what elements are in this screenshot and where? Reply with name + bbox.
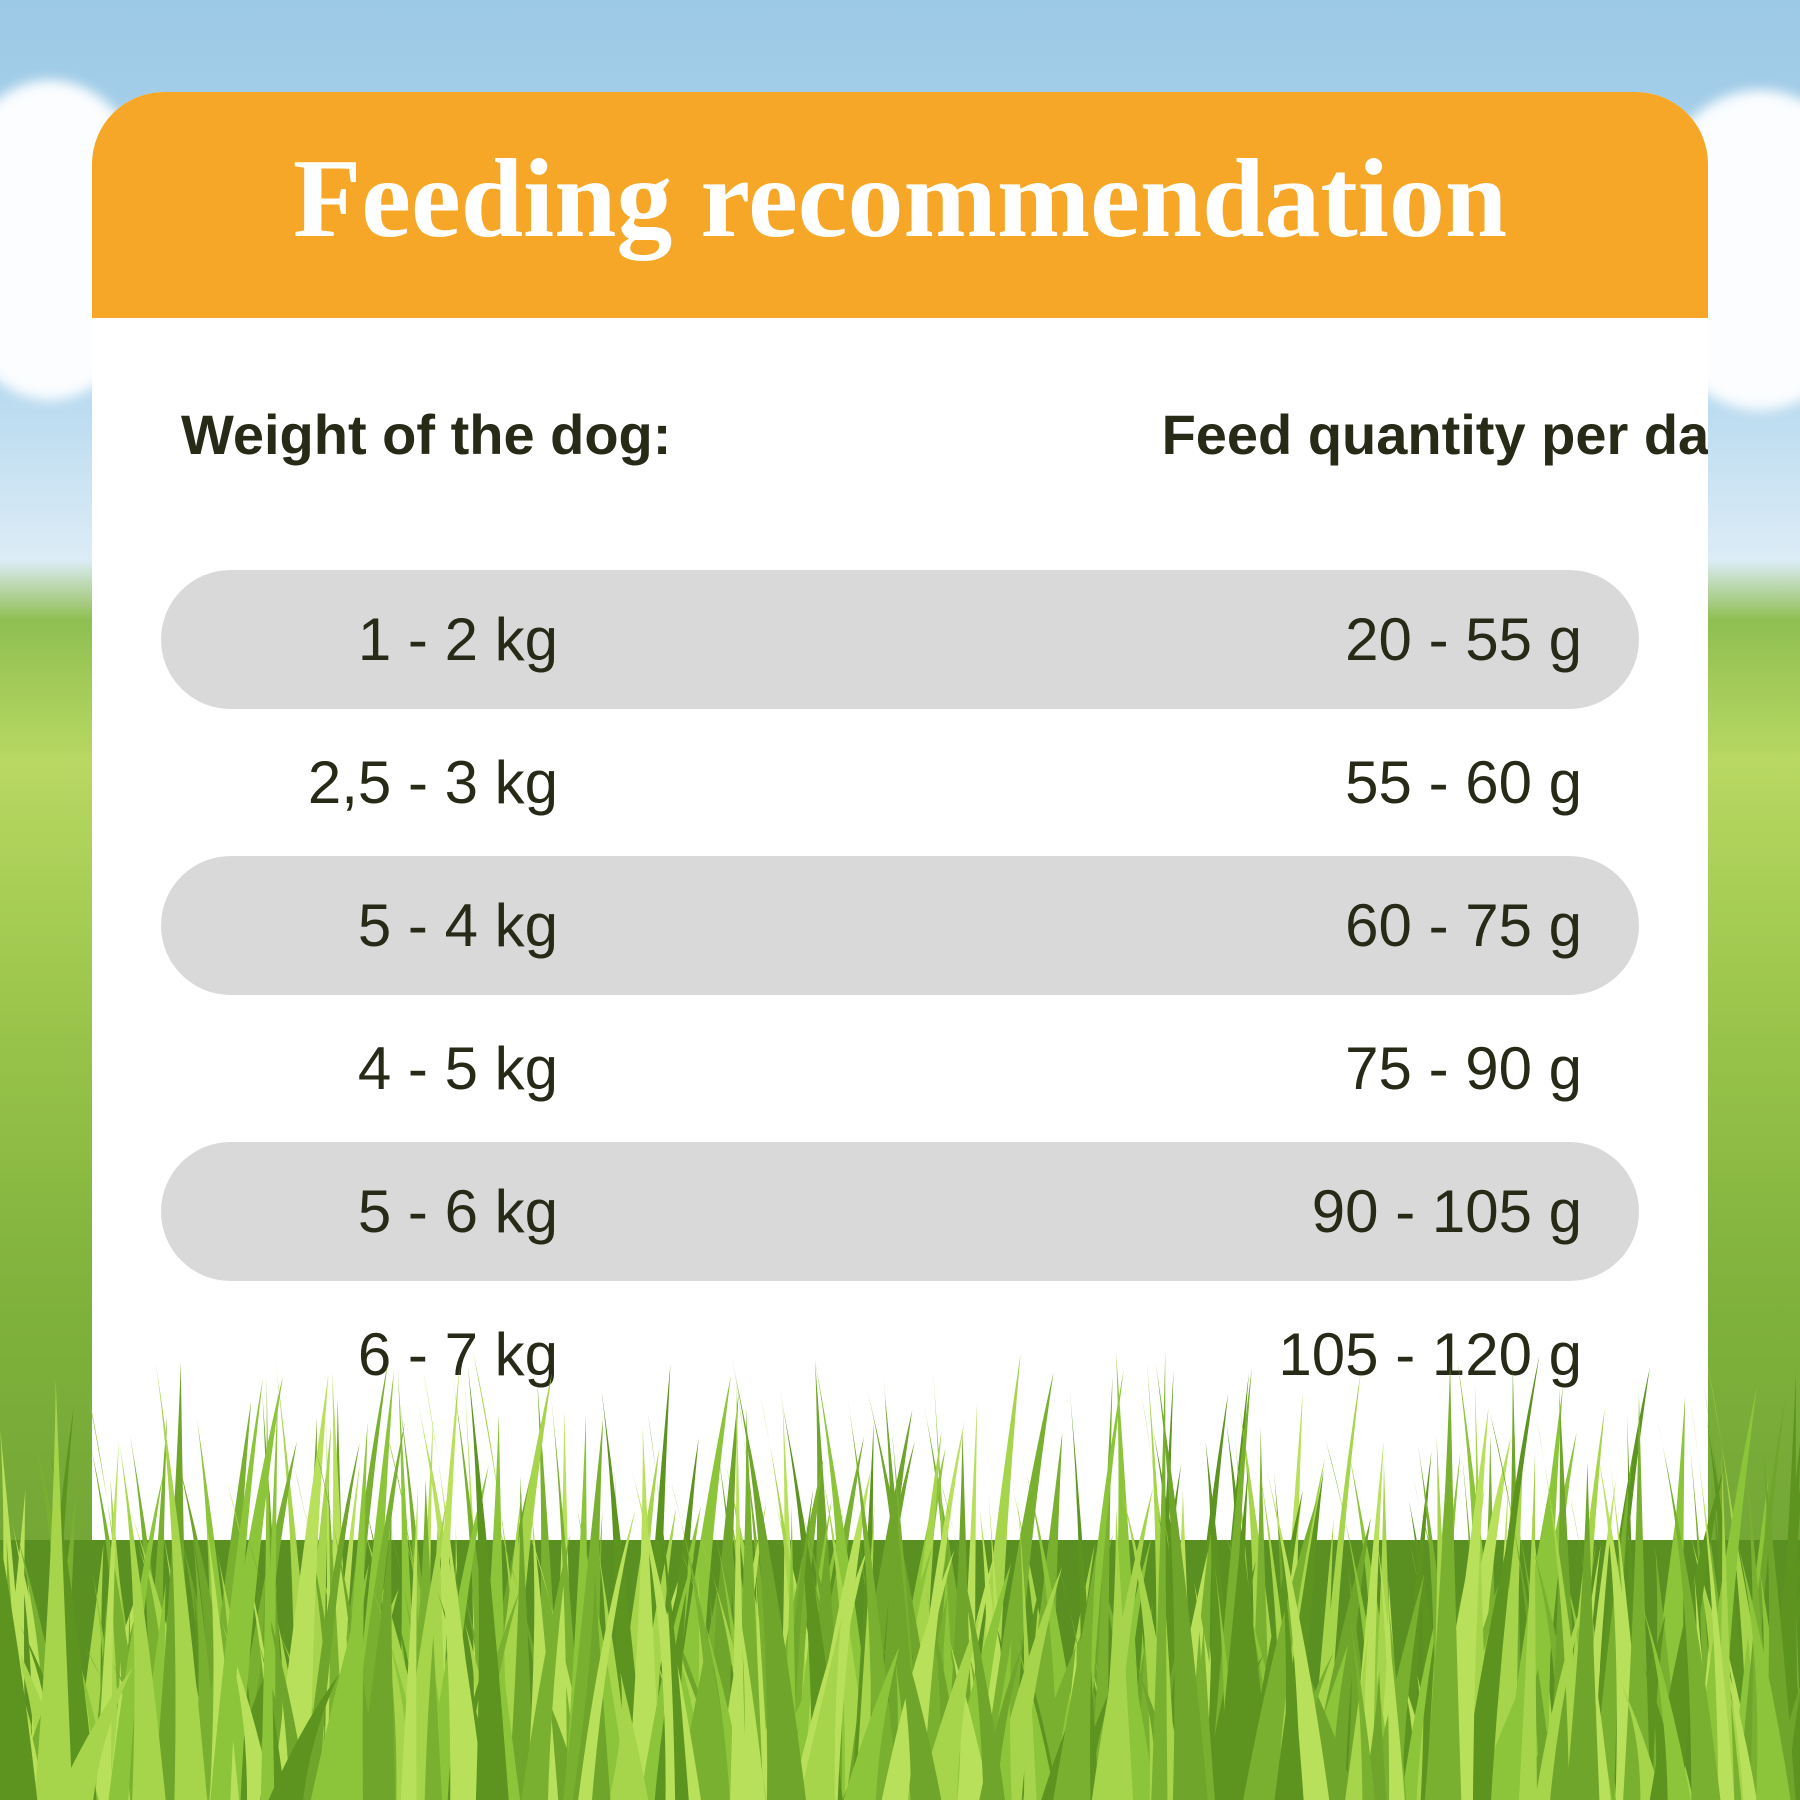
grass-blade [521,1533,570,1800]
grass-blade [95,1441,119,1800]
weight-cell: 5 - 4 kg [357,892,558,959]
quantity-cell: 75 - 90 g [1345,1035,1582,1102]
grass-blade [119,1444,166,1800]
grass-blade [917,1611,981,1800]
column-header: Weight of the dog: [181,403,672,466]
grass-blade [1565,1462,1600,1800]
grass-blade [1657,1419,1721,1800]
grass [0,1350,1800,1800]
grass-blade [1069,1386,1099,1800]
grass-blade [34,1378,73,1800]
grass-blade [670,1481,735,1800]
grass-blade [210,1378,263,1800]
grass-blade [1738,1397,1786,1800]
grass-blade [799,1619,842,1800]
grass-blade [731,1357,806,1800]
quantity-cell: 60 - 75 g [1345,892,1582,959]
grass-blade [55,1666,134,1800]
grass-blade [1690,1400,1735,1800]
grass-blade [1280,1538,1304,1800]
grass-blade [310,1563,369,1800]
grass-blade [1260,1443,1330,1800]
grass-blade [217,1610,273,1800]
grass-blade [508,1475,536,1800]
grass-blade [609,1672,649,1800]
row-highlight [161,570,1639,709]
grass-blade [1017,1493,1037,1800]
grass-blade [247,1536,309,1800]
grass-blade [155,1359,208,1800]
grass-blade [1737,1541,1791,1800]
grass-blade [980,1371,1054,1800]
grass-blade [1632,1575,1691,1800]
grass-blade [1151,1350,1168,1800]
grass-blade [268,1674,339,1800]
title: Feeding recommendation [292,137,1508,261]
row-highlight [161,856,1639,995]
quantity-cell: 90 - 105 g [1311,1178,1582,1245]
grass-blade [578,1510,636,1800]
grass-blade [467,1365,509,1800]
grass-blade [1344,1584,1375,1800]
grass-blade [939,1478,1005,1800]
quantity-cell: 20 - 55 g [1345,606,1582,673]
weight-cell: 5 - 6 kg [357,1178,558,1245]
grass-blade [1053,1551,1097,1800]
grass-blade [1615,1670,1662,1800]
card: Feeding recommendation Weight of the dog… [92,92,1708,1592]
grass-blade [982,1639,1012,1800]
weight-cell: 4 - 5 kg [357,1035,558,1102]
grass-blade [1091,1487,1154,1800]
grass-blade [356,1514,396,1800]
grass-blade [1697,1571,1757,1800]
grass-blade [314,1446,380,1800]
grass-blade [1369,1573,1425,1800]
weight-cell: 1 - 2 kg [357,606,558,673]
column-header: Feed quantity per day: [1161,403,1708,466]
grass-blade [1477,1355,1540,1800]
weight-cell: 6 - 7 kg [357,1321,558,1388]
grass-blade [0,1538,38,1800]
grass-blade [730,1380,746,1800]
grass-blade [1518,1450,1538,1800]
weight-cell: 2,5 - 3 kg [307,749,558,816]
grass-blade [1592,1458,1633,1800]
grass-blade [1215,1467,1249,1800]
grass-blade [681,1552,747,1800]
grass-blade [260,1375,275,1800]
grass-blade [1281,1623,1356,1800]
grass-blade [400,1483,419,1800]
grass-blade [1535,1584,1589,1800]
grass-blade [572,1572,611,1800]
grass-blade [1623,1393,1651,1800]
grass-blade [1314,1372,1361,1800]
grass-blade [414,1387,485,1800]
grass-blade [627,1428,662,1800]
grass-blade [1372,1503,1405,1800]
grass-blade [647,1412,689,1800]
grass-blade [1209,1367,1252,1800]
grass-blade [1155,1363,1208,1800]
grass-blade [881,1549,955,1800]
grass-blade [869,1537,942,1800]
grass-blade [1424,1363,1462,1800]
grass-blade [1490,1413,1555,1800]
grass-blade [628,1459,701,1800]
row-highlight [161,1142,1639,1281]
grass-blade [1243,1498,1318,1800]
quantity-cell: 55 - 60 g [1345,749,1582,816]
header-bar: Feeding recommendation [92,92,1708,318]
grass-blade [843,1644,901,1800]
grass-blade [1401,1596,1442,1800]
quantity-cell: 105 - 120 g [1278,1321,1582,1388]
